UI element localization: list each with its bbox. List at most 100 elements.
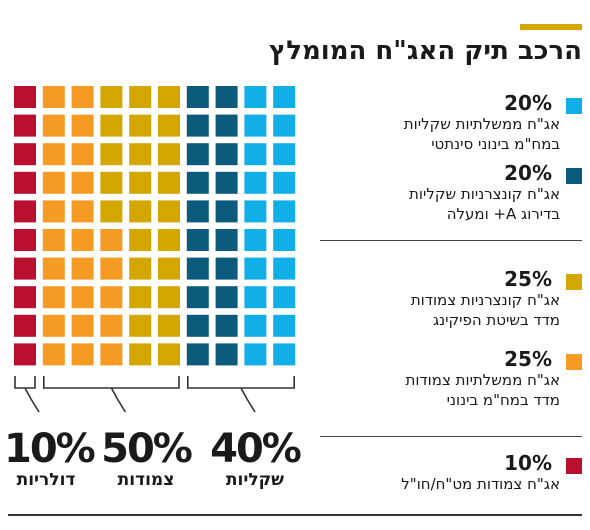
waffle-cell [71,171,94,194]
legend-description-line: מדד במח"מ בינוני [446,391,560,409]
waffle-cell [215,143,238,166]
legend-item-corporate-shekel: 20% אג"ח קונצרניות שקליות בדירוג A+ ומעל… [320,162,582,224]
waffle-cell [71,200,94,223]
group-bracket [187,376,295,413]
legend-description-line: אג"ח קונצרניות שקליות [409,185,560,203]
waffle-cell [186,171,209,194]
waffle-cell [100,314,123,337]
waffle-cell [71,314,94,337]
waffle-cell [71,286,94,309]
waffle-cell [14,200,36,223]
waffle-cell [244,86,267,108]
waffle-cell [129,114,152,137]
waffle-cell [158,200,180,223]
waffle-cell [71,143,94,166]
waffle-cell [158,114,180,137]
waffle-cell [215,86,238,108]
waffle-cell [273,257,296,280]
legend-description-line: במח"מ בינוני סינתטי [431,135,560,153]
waffle-cell [244,143,267,166]
chart-title: הרכב תיק האג"ח המומלץ [269,36,582,66]
group-name: דולריות [16,470,76,490]
legend-swatch [566,274,582,290]
waffle-cell [186,200,209,223]
waffle-cell [244,229,267,251]
waffle-cell [215,257,238,280]
legend-description-line: מדד בשיטת הפיקינג [432,311,560,329]
waffle-cell [158,86,180,108]
waffle-cell [14,143,36,166]
waffle-cell [71,343,94,366]
waffle-cell [244,171,267,194]
waffle-cell [158,143,180,166]
waffle-cell [129,257,152,280]
legend-description-line: אג"ח צמודות מט"ח/חו"ל [401,475,560,493]
waffle-cell [129,200,152,223]
waffle-cell [129,171,152,194]
group-percent: 10% [4,426,96,472]
waffle-cell [42,86,65,108]
legend-percent: 10% [504,451,552,475]
title-accent-bar [520,24,582,30]
legend-swatch [566,458,582,474]
waffle-cell [215,343,238,366]
waffle-cell [42,143,65,166]
waffle-cell [215,229,238,251]
waffle-cell [215,286,238,309]
waffle-cell [158,286,180,309]
legend-swatch [566,354,582,370]
waffle-cell [273,171,296,194]
waffle-cell [273,143,296,166]
waffle-cell [215,200,238,223]
waffle-cell [186,114,209,137]
group-label-dollar: 10% דולריות [4,426,96,490]
waffle-cell [244,200,267,223]
waffle-cell [129,86,152,108]
waffle-cell [14,114,36,137]
waffle-cell [273,114,296,137]
legend-item-foreign-currency: 10% אג"ח צמודות מט"ח/חו"ל [320,452,582,494]
waffle-cell [100,257,123,280]
waffle-cell [129,286,152,309]
waffle-cell [273,200,296,223]
waffle-cell [244,343,267,366]
legend-description-line: אג"ח ממשלתיות שקליות [403,115,560,133]
waffle-cell [129,343,152,366]
group-percent: 40% [210,426,302,472]
waffle-cell [42,257,65,280]
waffle-cell [100,86,123,108]
legend-swatch [566,168,582,184]
waffle-cell [129,314,152,337]
waffle-cell [42,314,65,337]
group-name: צמודות [117,470,175,490]
waffle-cell [244,257,267,280]
waffle-cell [42,200,65,223]
waffle-cell [244,114,267,137]
waffle-cell [186,86,209,108]
waffle-cell [42,171,65,194]
waffle-cell [273,229,296,251]
bottom-rule [8,514,582,516]
waffle-cell [71,229,94,251]
waffle-cell [158,314,180,337]
waffle-cell [42,286,65,309]
waffle-cell [244,286,267,309]
legend-swatch [566,98,582,114]
waffle-cell [42,229,65,251]
group-bracket [14,376,40,413]
waffle-cell [14,343,36,366]
group-percent: 50% [101,426,193,472]
waffle-cell [186,343,209,366]
waffle-cell [129,229,152,251]
waffle-cell [71,257,94,280]
waffle-cell [186,314,209,337]
waffle-cell [186,143,209,166]
legend-description-line: בדירוג A+ ומעלה [446,205,560,223]
legend-percent: 25% [504,347,552,371]
waffle-cell [14,314,36,337]
legend-item-government-shekel: 20% אג"ח ממשלתיות שקליות במח"מ בינוני סי… [320,92,582,154]
waffle-cell [100,171,123,194]
waffle-cell [100,143,123,166]
waffle-cell [186,229,209,251]
waffle-cell [14,257,36,280]
